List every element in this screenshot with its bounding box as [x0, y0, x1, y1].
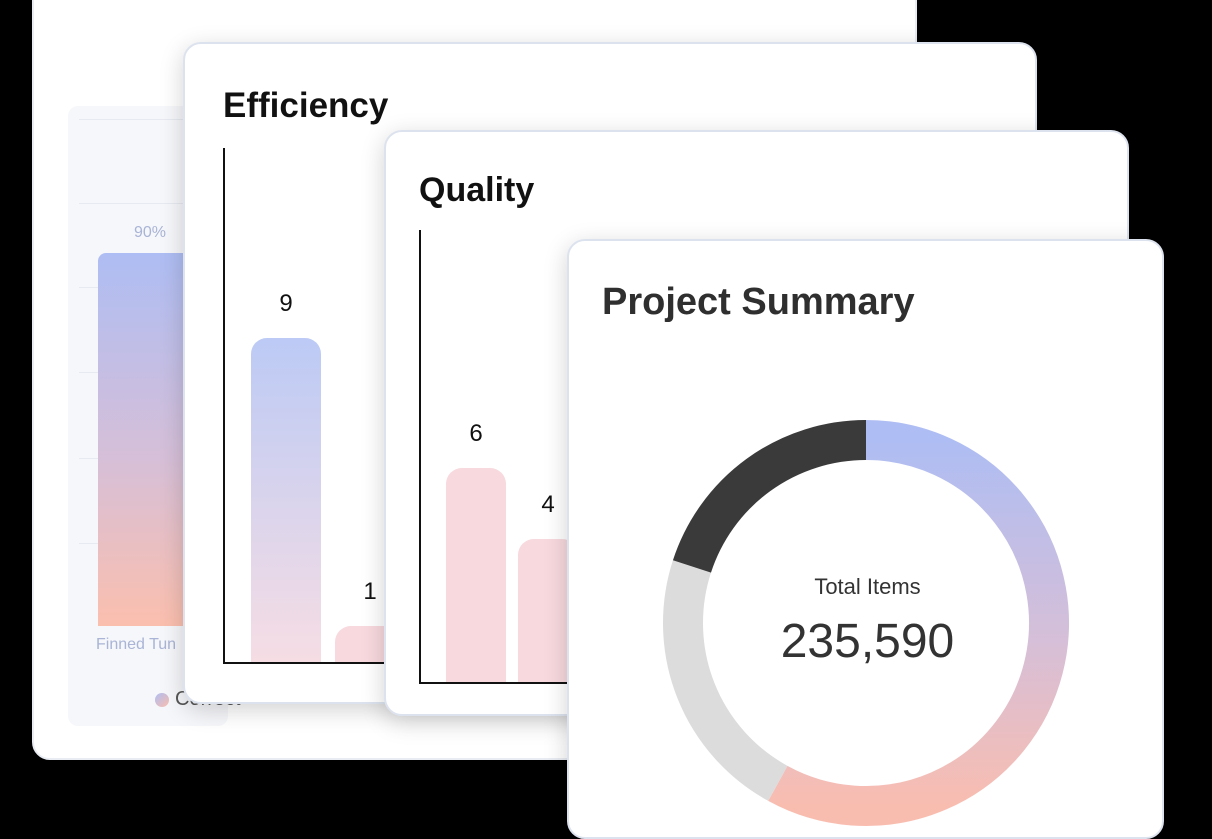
efficiency-bar-label: 9: [279, 290, 293, 317]
efficiency-bar-label: 1: [363, 578, 377, 605]
back-bar-value-label: 90%: [134, 224, 167, 241]
quality-bar-label: 4: [541, 491, 555, 518]
quality-bar: [446, 468, 506, 682]
gridline: [79, 119, 229, 120]
quality-title: Quality: [419, 171, 535, 209]
total-items-value: 235,590: [780, 615, 955, 668]
efficiency-title: Efficiency: [223, 86, 389, 125]
efficiency-bar: [251, 338, 321, 662]
legend-swatch: [155, 693, 169, 707]
quality-bar-label: 6: [469, 420, 483, 447]
gridline: [79, 203, 229, 204]
donut-caption: Total Items: [814, 574, 921, 599]
back-category-label: Finned Tun: [96, 636, 177, 653]
project-summary-title: Project Summary: [602, 281, 915, 323]
donut-segment-tertiary: [672, 420, 867, 573]
project-summary-card: Project Summary Total Items 235,590: [567, 239, 1164, 839]
donut-segment-secondary: [663, 560, 788, 801]
